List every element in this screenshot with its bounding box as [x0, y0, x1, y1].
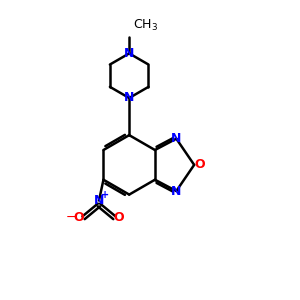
Text: CH$_3$: CH$_3$ — [133, 18, 158, 34]
Text: N: N — [124, 47, 134, 60]
Text: $-$: $-$ — [65, 210, 76, 223]
Text: O: O — [114, 211, 124, 224]
Text: O: O — [194, 158, 205, 171]
Text: N: N — [94, 194, 104, 207]
Text: N: N — [171, 184, 181, 197]
Text: N: N — [171, 132, 181, 145]
Text: +: + — [101, 190, 110, 200]
Text: O: O — [74, 211, 84, 224]
Text: N: N — [124, 92, 134, 104]
